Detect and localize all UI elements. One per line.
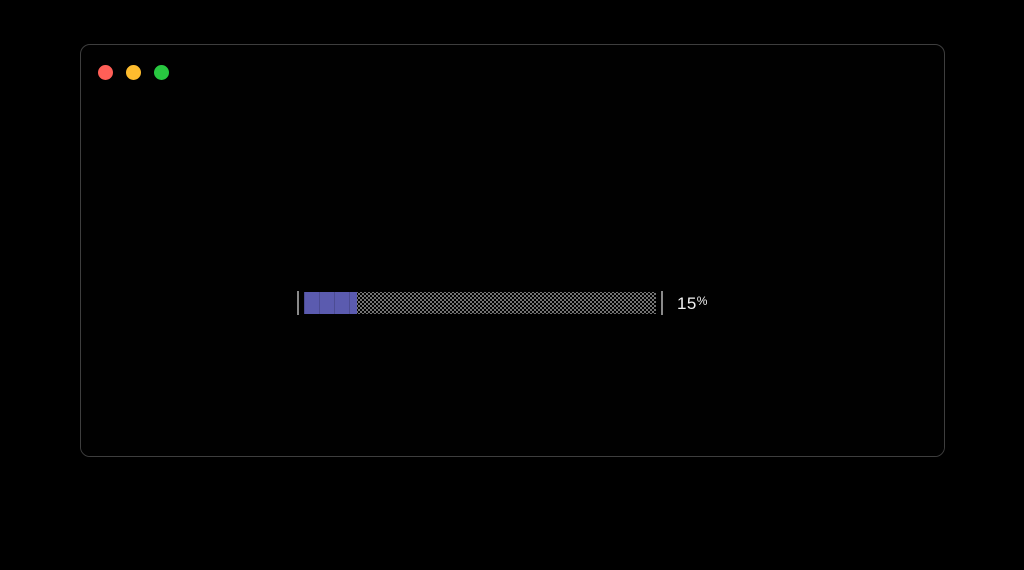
progress-bar-track [304,291,656,314]
window-titlebar[interactable] [81,45,944,99]
maximize-button-icon[interactable] [154,64,169,80]
progress-bar-fill [304,291,357,314]
progress-percent-sign: % [696,294,708,308]
progress-bar-remainder [356,291,656,314]
close-button-icon[interactable] [98,64,113,80]
progress-right-delimiter [661,290,663,315]
minimize-button-icon[interactable] [126,64,141,80]
terminal-output-area: 15% [81,99,944,456]
progress-bar-line: 15% [297,290,708,315]
terminal-window: 15% [80,44,945,457]
progress-left-delimiter [297,290,299,315]
traffic-light-group [98,64,169,80]
progress-percent-value: 15 [677,294,697,313]
progress-percent-label: 15% [677,290,708,315]
